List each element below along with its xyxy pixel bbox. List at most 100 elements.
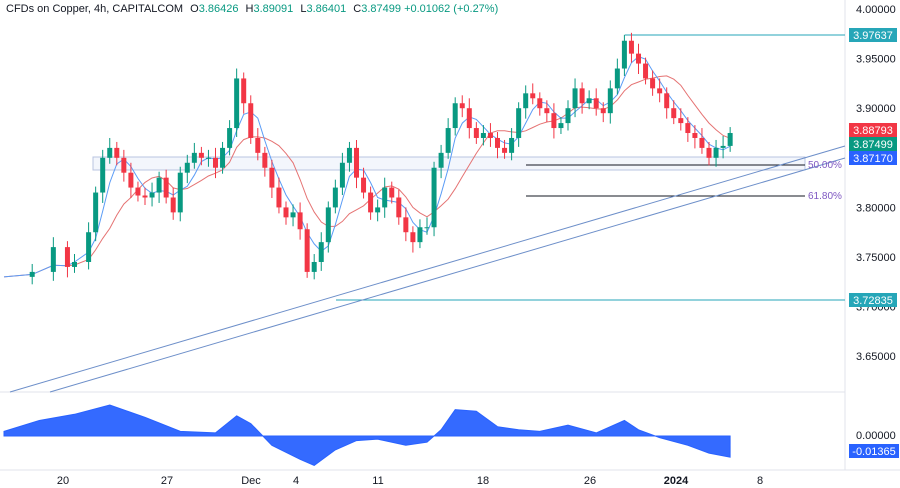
candle-body bbox=[107, 147, 113, 158]
candle-body bbox=[480, 133, 486, 138]
candle-body bbox=[424, 227, 430, 229]
candle-body bbox=[699, 137, 705, 148]
time-axis[interactable]: 20 27 Dec 4 11 18 26 2024 8 bbox=[57, 475, 763, 487]
candle-body bbox=[727, 133, 733, 146]
high-value: 3.89091 bbox=[253, 3, 294, 15]
trendline-lower[interactable] bbox=[49, 157, 846, 393]
symbol-title[interactable]: CFDs on Copper, 4h, CAPITALCOM bbox=[6, 3, 184, 15]
candle-body bbox=[93, 192, 99, 233]
candle-body bbox=[318, 242, 324, 262]
candle-body bbox=[382, 187, 388, 208]
candle-body bbox=[241, 78, 247, 104]
open-label: O bbox=[190, 3, 199, 15]
candle-body bbox=[600, 108, 606, 114]
candle-body bbox=[502, 147, 508, 153]
price-tick: 3.65000 bbox=[856, 351, 896, 363]
time-tick: 2024 bbox=[664, 475, 689, 487]
candle-body bbox=[234, 78, 240, 129]
candle-body bbox=[396, 197, 402, 218]
candle-body bbox=[375, 207, 381, 213]
candle-body bbox=[516, 108, 522, 138]
candle-body bbox=[184, 162, 190, 173]
time-tick: 20 bbox=[57, 475, 69, 487]
prior-value: 3.87170 bbox=[853, 153, 893, 165]
candle-body bbox=[558, 123, 564, 129]
candle-body bbox=[466, 108, 472, 129]
candle-body bbox=[290, 212, 296, 218]
candle-body bbox=[304, 229, 310, 272]
sma-badge bbox=[849, 123, 897, 137]
candle-body bbox=[530, 93, 536, 99]
candle-body bbox=[325, 207, 331, 243]
candle-body bbox=[671, 108, 677, 119]
candles bbox=[29, 32, 733, 285]
candle-body bbox=[657, 88, 663, 94]
candle-body bbox=[311, 261, 317, 272]
price-tick: 3.80000 bbox=[856, 202, 896, 214]
candle-body bbox=[621, 40, 627, 69]
candle-body bbox=[227, 128, 233, 148]
open-value: 3.86426 bbox=[198, 3, 239, 15]
candle-body bbox=[128, 172, 134, 188]
candle-body bbox=[643, 63, 649, 79]
last-price-badge bbox=[849, 137, 897, 151]
candle-body bbox=[100, 157, 106, 193]
candle-body bbox=[614, 68, 620, 89]
price-tick: 4.00000 bbox=[856, 4, 896, 16]
candle-body bbox=[29, 271, 35, 277]
trendline-upper[interactable] bbox=[9, 145, 846, 393]
candle-body bbox=[403, 217, 409, 233]
candle-body bbox=[544, 108, 550, 114]
time-tick: 11 bbox=[372, 475, 383, 487]
candle-body bbox=[361, 177, 367, 193]
candle-body bbox=[205, 157, 211, 159]
candle-body bbox=[149, 192, 155, 198]
candle-body bbox=[50, 247, 56, 272]
candle-body bbox=[495, 137, 500, 148]
candle-body bbox=[262, 152, 268, 168]
price-axis[interactable]: 4.000003.950003.900003.850003.800003.750… bbox=[856, 4, 896, 363]
candle-body bbox=[135, 187, 141, 196]
low-value: 3.86401 bbox=[306, 3, 347, 15]
price-tick: 3.90000 bbox=[856, 103, 896, 115]
candle-body bbox=[163, 177, 169, 198]
candle-body bbox=[276, 187, 282, 208]
candle-body bbox=[297, 212, 303, 230]
osc-tick-zero: 0.00000 bbox=[856, 430, 896, 442]
candle-body bbox=[713, 147, 719, 158]
candle-body bbox=[678, 118, 684, 124]
candle-body bbox=[551, 113, 557, 129]
candle-body bbox=[346, 147, 352, 163]
high-level-badge bbox=[849, 28, 897, 42]
change-value: +0.01062 (+0.27%) bbox=[404, 3, 499, 15]
candle-body bbox=[593, 98, 599, 109]
candle-body bbox=[177, 172, 183, 213]
candle-body bbox=[685, 123, 691, 134]
time-tick: Dec bbox=[241, 475, 261, 487]
price-tick: 3.75000 bbox=[856, 252, 896, 264]
candle-body bbox=[156, 177, 162, 193]
close-label: C bbox=[353, 3, 362, 15]
candle-body bbox=[473, 128, 479, 138]
candle-body bbox=[572, 88, 578, 109]
oscillator-path bbox=[3, 404, 731, 466]
candle-body bbox=[586, 98, 592, 104]
candle-body bbox=[452, 103, 458, 129]
candle-body bbox=[170, 197, 176, 213]
time-tick: 4 bbox=[293, 475, 299, 487]
osc-badge bbox=[849, 444, 899, 458]
candle-body bbox=[121, 157, 127, 173]
last-price-value: 3.87499 bbox=[853, 139, 893, 151]
candle-body bbox=[269, 167, 275, 188]
fib-618-label: 61.80% bbox=[808, 191, 842, 202]
candle-body bbox=[417, 227, 423, 243]
candle-body bbox=[636, 53, 641, 64]
close-value: 3.87499 bbox=[361, 3, 401, 15]
candle-body bbox=[354, 147, 359, 178]
candle-body bbox=[579, 88, 585, 104]
chart-header: CFDs on Copper, 4h, CAPITALCOM O3.86426 … bbox=[6, 3, 498, 15]
candle-body bbox=[332, 187, 338, 208]
low-level-value: 3.72835 bbox=[853, 295, 893, 307]
candle-body bbox=[248, 103, 254, 138]
